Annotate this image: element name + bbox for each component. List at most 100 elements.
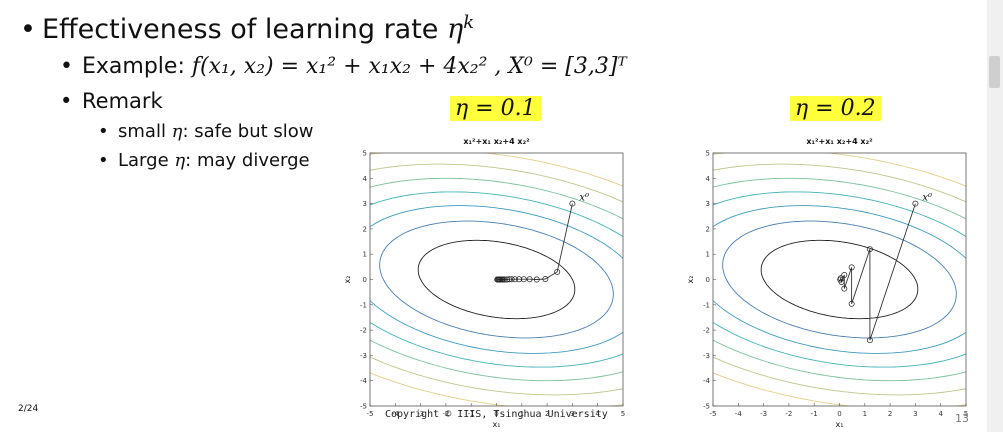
x-tick-label: -5 (367, 410, 374, 418)
contour-group (370, 153, 623, 406)
x-tick-label: 3 (570, 410, 574, 418)
trajectory-point (841, 285, 848, 292)
trajectory-point (569, 200, 576, 207)
start-point-label: x⁰ (579, 193, 589, 204)
y-tick-label: 1 (706, 251, 710, 259)
x-tick-label: 2 (545, 410, 549, 418)
remark-item-large: • Large η: may diverge (98, 150, 310, 171)
y-tick-label: 3 (363, 200, 367, 208)
contour-line (379, 220, 614, 339)
x-tick-label: -1 (811, 410, 818, 418)
x-tick-label: -2 (442, 410, 449, 418)
x-tick-label: 3 (913, 410, 917, 418)
trajectory-point (554, 268, 561, 275)
bullet-icon: • (98, 121, 109, 142)
trajectory-point (837, 276, 844, 283)
plot-title: x₁²+x₁ x₂+4 x₂² (463, 137, 530, 146)
y-tick-label: -3 (703, 352, 710, 360)
contour-line (713, 205, 966, 354)
slide-title: • Effectiveness of learning rate ηk (20, 12, 475, 45)
trajectory-point (508, 276, 515, 283)
y-axis-label: x₂ (686, 276, 695, 284)
contour-line (760, 239, 919, 320)
x-tick-label: -1 (468, 410, 475, 418)
contour-line (713, 163, 966, 396)
y-tick-label: 0 (363, 276, 367, 284)
trajectory-point (866, 246, 873, 253)
x-tick-label: 1 (520, 410, 524, 418)
y-tick-label: -5 (360, 403, 367, 411)
remark-item-small: • small η: safe but slow (98, 121, 314, 142)
y-tick-label: -1 (703, 301, 710, 309)
trajectory-point (542, 276, 549, 282)
x-tick-label: -4 (392, 410, 400, 418)
contour-line (370, 205, 623, 354)
x-tick-label: 2 (888, 410, 892, 418)
title-eta-sup: k (463, 12, 475, 33)
trajectory-point (848, 264, 855, 271)
bullet-icon: • (60, 89, 73, 113)
trajectory-point (512, 276, 518, 283)
bullet-icon: • (98, 150, 109, 171)
x-tick-label: -2 (785, 410, 792, 418)
trajectory-point (506, 276, 513, 283)
x-axis-label: x₁ (836, 420, 844, 429)
trajectory-point (866, 337, 873, 344)
x-tick-label: 4 (595, 410, 600, 418)
contour-line (713, 191, 966, 368)
example-label: Example: (82, 54, 185, 79)
scrollbar-thumb[interactable] (989, 56, 1000, 88)
contour-line (713, 153, 966, 406)
trajectory-point (520, 276, 527, 283)
y-tick-label: -4 (703, 377, 711, 385)
start-point-label: x⁰ (922, 193, 932, 204)
contour-group (713, 153, 966, 406)
trajectory-point (503, 276, 510, 283)
contour-plot-eta-0.2: x₁²+x₁ x₂+4 x₂² -5 -4 -3 -2 -1 0 1 2 3 4 5 5 4 3 2 1 0 -1 -… (686, 137, 968, 429)
y-tick-label: -3 (360, 352, 367, 360)
x-tick-label: 0 (494, 410, 498, 418)
eta-label-right: η = 0.2 (790, 96, 881, 121)
contour-line (370, 153, 623, 406)
slide-index: 2/24 (18, 404, 39, 414)
trajectory-point (912, 200, 919, 207)
y-tick-label: 5 (706, 150, 710, 158)
example-line: • Example: f(x₁, x₂) = x₁² + x₁x₂ + 4x₂² … (60, 54, 627, 79)
y-tick-label: 2 (706, 225, 710, 233)
trajectory-point (501, 276, 508, 283)
bullet-icon: • (20, 14, 36, 45)
y-tick-label: -4 (360, 377, 368, 385)
contour-line (722, 220, 957, 339)
y-tick-label: 0 (706, 276, 710, 284)
contour-line (713, 177, 966, 382)
trajectory-point (841, 271, 848, 278)
y-tick-label: -5 (703, 403, 710, 411)
copyright-text: Copyright © IIIS, Tsinghua University (385, 409, 608, 420)
plot-frame (712, 152, 967, 407)
trajectory-point (494, 276, 501, 283)
x-tick-label: -3 (417, 410, 424, 418)
y-axis-label: x₂ (343, 276, 352, 284)
y-tick-label: -1 (360, 301, 367, 309)
y-tick-label: -2 (703, 327, 710, 335)
y-tick-label: 2 (363, 225, 367, 233)
contour-line (370, 163, 623, 396)
y-tick-label: 3 (706, 200, 710, 208)
x-tick-label: 4 (938, 410, 943, 418)
x-tick-label: -3 (760, 410, 767, 418)
page-number: 13 (955, 412, 969, 425)
y-tick-label: -2 (360, 327, 367, 335)
contour-plot-eta-0.1: x₁²+x₁ x₂+4 x₂² -5 -4 -3 -2 -1 0 1 2 3 4 5 5 4 3 2 1 0 -1 -… (343, 137, 625, 429)
plot-title: x₁²+x₁ x₂+4 x₂² (806, 137, 873, 146)
scrollbar-track[interactable] (987, 0, 1003, 432)
eta-label-left: η = 0.1 (450, 96, 541, 121)
remark-label: Remark (82, 89, 163, 113)
remark-line: • Remark (60, 89, 163, 113)
trajectory-point (516, 276, 522, 283)
trajectory-point (533, 276, 540, 283)
x-tick-label: -4 (735, 410, 743, 418)
x-tick-label: 0 (837, 410, 841, 418)
trajectory-line (839, 203, 916, 341)
trajectory-point (526, 276, 533, 283)
contour-line (417, 239, 576, 320)
